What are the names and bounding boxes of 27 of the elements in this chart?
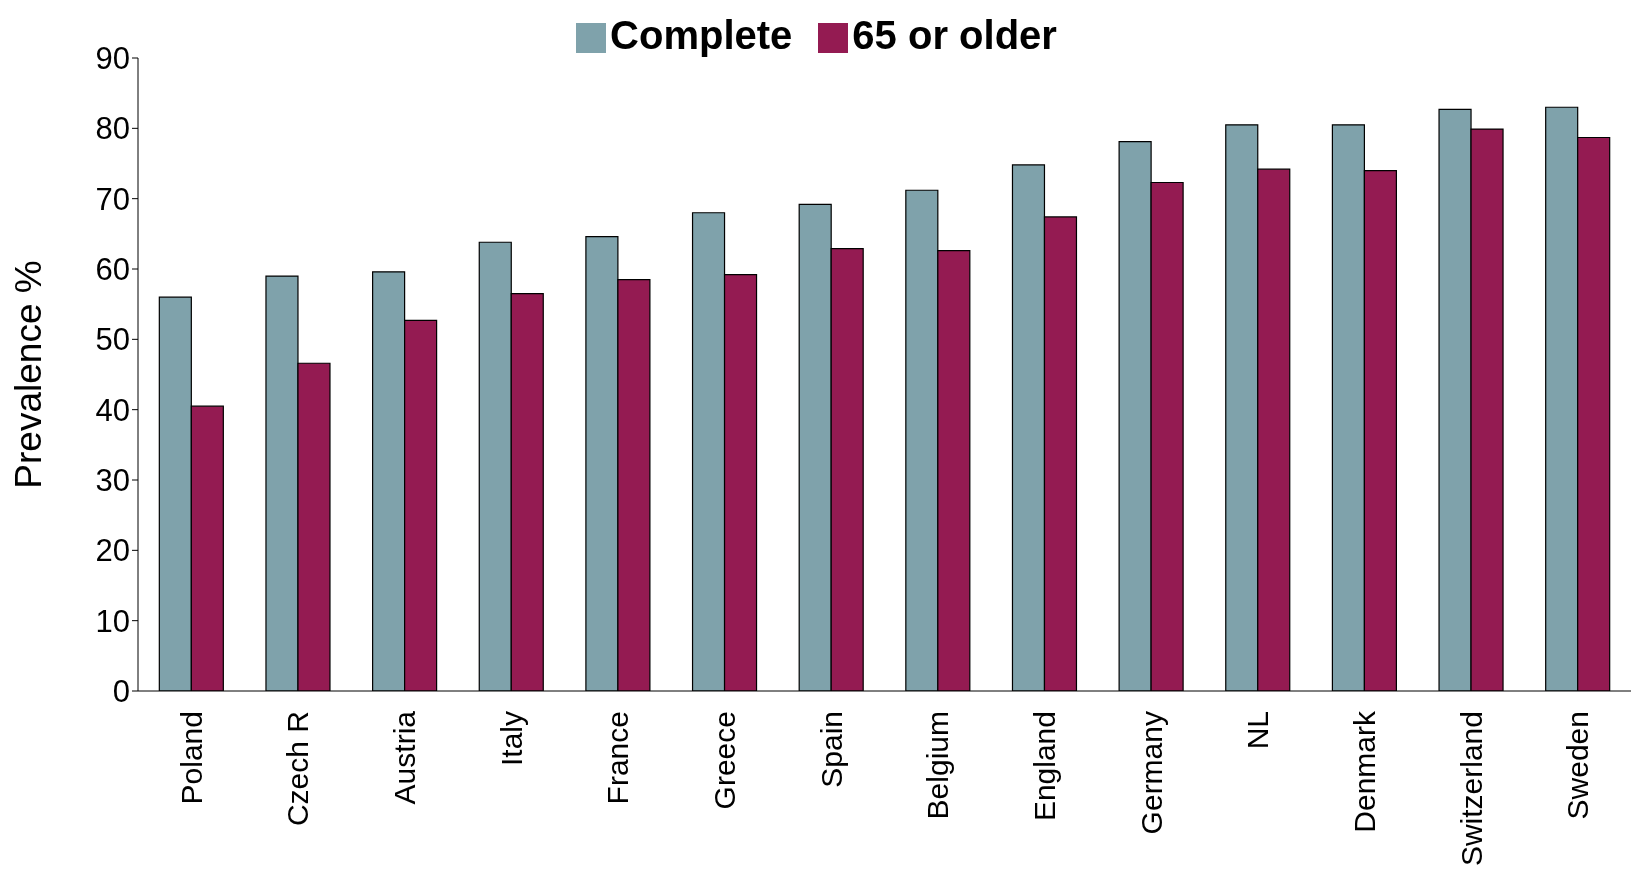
x-tick-label: Belgium <box>921 711 955 820</box>
x-tick-label: Czech R <box>281 711 315 827</box>
x-tick-label: Switzerland <box>1454 711 1488 867</box>
y-tick-label: 80 <box>95 111 130 147</box>
y-tick-label: 50 <box>95 322 130 358</box>
y-tick-label: 40 <box>95 392 130 428</box>
x-tick-label: Italy <box>494 711 528 767</box>
y-tick-label: 20 <box>95 533 130 569</box>
y-tick-label: 30 <box>95 463 130 499</box>
x-tick-label: Spain <box>814 711 848 788</box>
x-tick-label: Greece <box>708 711 742 810</box>
x-tick-label: England <box>1027 711 1061 822</box>
legend-label: Complete <box>610 13 793 57</box>
legend-label: 65 or older <box>852 13 1057 57</box>
y-axis-title: Prevalence % <box>8 260 50 489</box>
x-tick-label: Germany <box>1134 711 1168 835</box>
x-tick-label: Poland <box>174 711 208 805</box>
x-tick-label: Austria <box>388 710 422 805</box>
x-tick-label: Sweden <box>1561 711 1595 820</box>
x-tick-label: Denmark <box>1347 710 1381 833</box>
x-tick-label: NL <box>1241 711 1275 750</box>
y-tick-label: 90 <box>95 41 130 77</box>
y-tick-label: 10 <box>95 603 130 639</box>
y-tick-label: 60 <box>95 252 130 288</box>
y-tick-label: 0 <box>112 674 130 710</box>
y-tick-label: 70 <box>95 181 130 217</box>
x-tick-label: France <box>601 711 635 805</box>
